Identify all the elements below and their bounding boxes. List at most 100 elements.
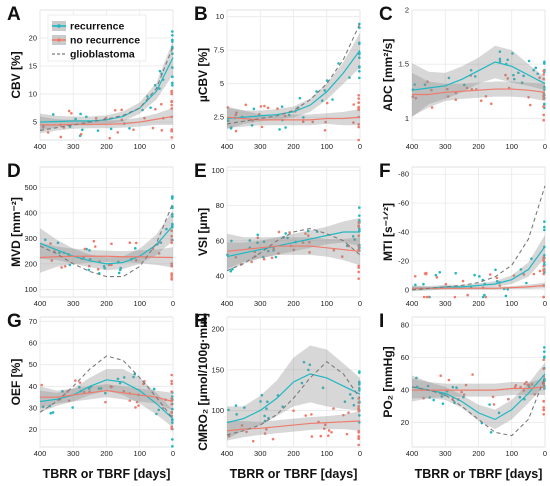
y-tick-label: -20	[398, 256, 409, 265]
data-point-no-recurrence	[40, 383, 44, 387]
x-tick-label: 400	[406, 449, 419, 458]
confidence-band-no-recurrence	[227, 106, 360, 128]
data-point-recurrence	[483, 293, 486, 297]
data-point-no-recurrence	[107, 263, 111, 267]
data-point-no-recurrence	[157, 252, 161, 255]
data-point-recurrence	[41, 405, 45, 408]
data-point-no-recurrence	[251, 439, 255, 443]
data-point-recurrence	[308, 363, 312, 367]
data-point-no-recurrence	[533, 392, 537, 396]
data-point-recurrence	[230, 239, 233, 243]
series-line-recurrence	[39, 57, 174, 123]
data-point-no-recurrence	[413, 274, 417, 278]
data-point-no-recurrence	[323, 128, 327, 132]
data-point-recurrence	[171, 30, 174, 33]
data-point-no-recurrence	[542, 104, 545, 108]
y-tick-label: 100	[211, 166, 224, 175]
panel-G: 20 30 40 50 60 70 400 300 200 100 0 G OEF [%] TBRR or…	[7, 311, 175, 481]
series-line-recurrence	[226, 373, 361, 424]
data-point-no-recurrence	[489, 102, 493, 106]
data-point-no-recurrence	[465, 86, 469, 90]
data-point-recurrence	[256, 233, 260, 237]
data-point-recurrence	[259, 400, 262, 403]
data-point-no-recurrence	[170, 238, 173, 242]
data-point-no-recurrence	[426, 80, 429, 84]
data-point-recurrence	[171, 407, 174, 411]
data-point-no-recurrence	[272, 247, 276, 250]
data-point-no-recurrence	[411, 95, 415, 99]
data-point-no-recurrence	[250, 260, 253, 264]
y-tick-label: 40	[401, 386, 409, 395]
x-axis-label: TBRR or TBRF [days]	[415, 467, 543, 481]
data-point-no-recurrence	[324, 120, 327, 124]
y-tick-label: 100	[211, 406, 224, 415]
data-point-no-recurrence	[170, 128, 173, 131]
data-point-recurrence	[432, 398, 435, 402]
y-tick-label: 100	[24, 285, 37, 294]
confidence-band-recurrence	[40, 369, 173, 428]
y-tick-label: 40	[216, 271, 224, 280]
data-point-recurrence	[358, 371, 361, 374]
panel-label: A	[7, 4, 21, 25]
data-point-no-recurrence	[532, 272, 536, 276]
y-tick-label: 60	[216, 236, 224, 245]
data-point-recurrence	[286, 236, 289, 240]
x-tick-label: 100	[133, 449, 146, 458]
data-point-recurrence	[252, 107, 256, 111]
data-point-no-recurrence	[488, 273, 492, 276]
data-point-recurrence	[97, 387, 101, 390]
data-point-recurrence	[165, 227, 168, 231]
series-line-glioblastoma	[39, 46, 174, 132]
data-point-recurrence	[428, 396, 432, 399]
data-point-recurrence	[352, 403, 356, 407]
series-line-recurrence	[226, 231, 360, 258]
data-point-recurrence	[506, 58, 509, 62]
data-point-no-recurrence	[120, 118, 124, 122]
data-point-no-recurrence	[170, 103, 173, 107]
x-tick-label: 300	[67, 299, 80, 308]
data-point-no-recurrence	[244, 103, 248, 107]
confidence-band-recurrence	[227, 217, 360, 271]
x-tick-label: 100	[133, 299, 146, 308]
x-tick-label: 200	[287, 449, 300, 458]
data-point-no-recurrence	[453, 295, 457, 299]
data-point-no-recurrence	[235, 111, 238, 115]
data-point-recurrence	[478, 275, 481, 278]
legend-label: recurrence	[70, 21, 124, 33]
data-point-no-recurrence	[357, 431, 360, 434]
data-point-no-recurrence	[234, 129, 238, 133]
data-point-recurrence	[306, 229, 310, 233]
data-point-no-recurrence	[170, 411, 173, 414]
data-point-recurrence	[263, 419, 267, 423]
data-point-no-recurrence	[170, 427, 173, 430]
data-point-no-recurrence	[170, 379, 173, 383]
data-point-no-recurrence	[154, 107, 157, 111]
y-tick-label: 20	[29, 425, 37, 434]
data-point-no-recurrence	[128, 399, 132, 402]
data-point-no-recurrence	[542, 259, 545, 263]
y-axis-label: ADC [mm²/s]	[381, 39, 395, 112]
panel-label: I	[379, 311, 384, 332]
x-axis-label: TBRR or TBRF [days]	[230, 467, 358, 481]
y-axis-label: MVD [mm⁻²]	[9, 197, 23, 267]
data-point-no-recurrence	[46, 131, 50, 134]
data-point-recurrence	[171, 52, 174, 56]
data-point-no-recurrence	[332, 407, 335, 410]
panel-I: 20 40 60 80 400 300 200 100 0 I PO₂ [mmHg] TBRR or …	[379, 311, 547, 481]
x-tick-label: 200	[100, 299, 113, 308]
data-point-recurrence	[481, 295, 485, 299]
data-point-recurrence	[227, 408, 230, 412]
data-point-no-recurrence	[277, 252, 280, 255]
data-point-recurrence	[56, 241, 60, 245]
data-point-recurrence	[171, 418, 174, 422]
data-point-recurrence	[243, 406, 246, 409]
data-point-no-recurrence	[422, 295, 426, 299]
data-point-recurrence	[68, 263, 72, 267]
data-point-recurrence	[260, 393, 264, 397]
data-point-no-recurrence	[461, 279, 465, 283]
x-tick-label: 0	[543, 449, 547, 458]
data-point-no-recurrence	[116, 131, 120, 134]
panel-label: B	[194, 4, 208, 25]
confidence-band-no-recurrence	[227, 411, 360, 441]
